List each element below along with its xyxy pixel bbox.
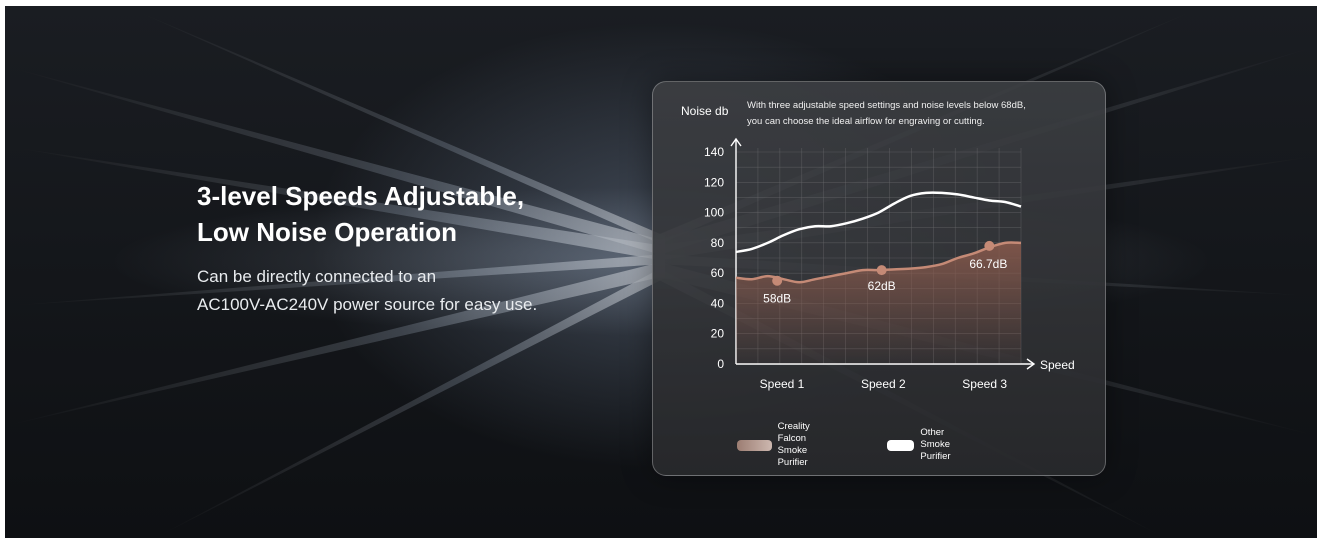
y-tick-label: 20 [711, 327, 725, 341]
x-category-label: Speed 2 [861, 377, 906, 391]
falcon-data-label: 66.7dB [969, 257, 1007, 271]
legend-item-falcon: Creality Falcon Smoke Purifier [737, 421, 823, 469]
legend-label-falcon-line-1: Creality Falcon [777, 421, 810, 444]
headline-line-1: 3-level Speeds Adjustable, [197, 181, 525, 211]
x-axis-label: Speed [1040, 358, 1075, 372]
y-tick-label: 140 [704, 145, 724, 159]
legend-label-other: Other Smoke Purifier [920, 427, 951, 462]
y-tick-label: 40 [711, 296, 725, 310]
subheadline-line-2: AC100V-AC240V power source for easy use. [197, 295, 538, 314]
legend-item-other: Other Smoke Purifier [887, 427, 971, 463]
chart-note-line-2: you can choose the ideal airflow for eng… [747, 116, 985, 127]
x-axis-arrow-icon [1026, 358, 1036, 370]
x-category-label: Speed 1 [760, 377, 805, 391]
y-tick-label: 100 [704, 206, 724, 220]
legend-swatch-other [887, 439, 915, 451]
headline: 3-level Speeds Adjustable, Low Noise Ope… [197, 178, 524, 250]
falcon-data-label: 62dB [868, 279, 896, 293]
falcon-marker [984, 240, 995, 251]
falcon-data-label: 58dB [763, 292, 791, 306]
y-axis-label: Noise db [681, 104, 729, 118]
y-tick-label: 60 [711, 266, 725, 280]
legend-swatch-falcon [737, 439, 772, 451]
noise-chart-panel: 0 20 40 60 80 100 120 140 Noise db Speed Speed 1 Sp… [652, 81, 1106, 476]
subheadline-line-1: Can be directly connected to an [197, 267, 437, 286]
noise-chart: 0 20 40 60 80 100 120 140 Noise db Speed Speed 1 Sp… [681, 104, 1075, 391]
x-category-label: Speed 3 [962, 377, 1007, 391]
chart-note-line-1: With three adjustable speed settings and… [747, 100, 1026, 111]
legend-label-falcon-line-2: Smoke Purifier [777, 445, 808, 468]
y-tick-label: 120 [704, 175, 724, 189]
falcon-marker [876, 265, 887, 276]
y-tick-label: 0 [717, 357, 724, 371]
y-tick-label: 80 [711, 236, 725, 250]
chart-note: With three adjustable speed settings and… [747, 98, 1087, 130]
falcon-area [736, 242, 1021, 364]
falcon-marker [772, 275, 783, 286]
headline-line-2: Low Noise Operation [197, 217, 458, 247]
hero-banner: 3-level Speeds Adjustable, Low Noise Ope… [5, 6, 1317, 538]
y-axis-arrow-icon [730, 137, 742, 147]
other-series-line [735, 191, 1022, 254]
subheadline: Can be directly connected to an AC100V-A… [197, 263, 537, 319]
legend-label-falcon: Creality Falcon Smoke Purifier [778, 421, 824, 469]
